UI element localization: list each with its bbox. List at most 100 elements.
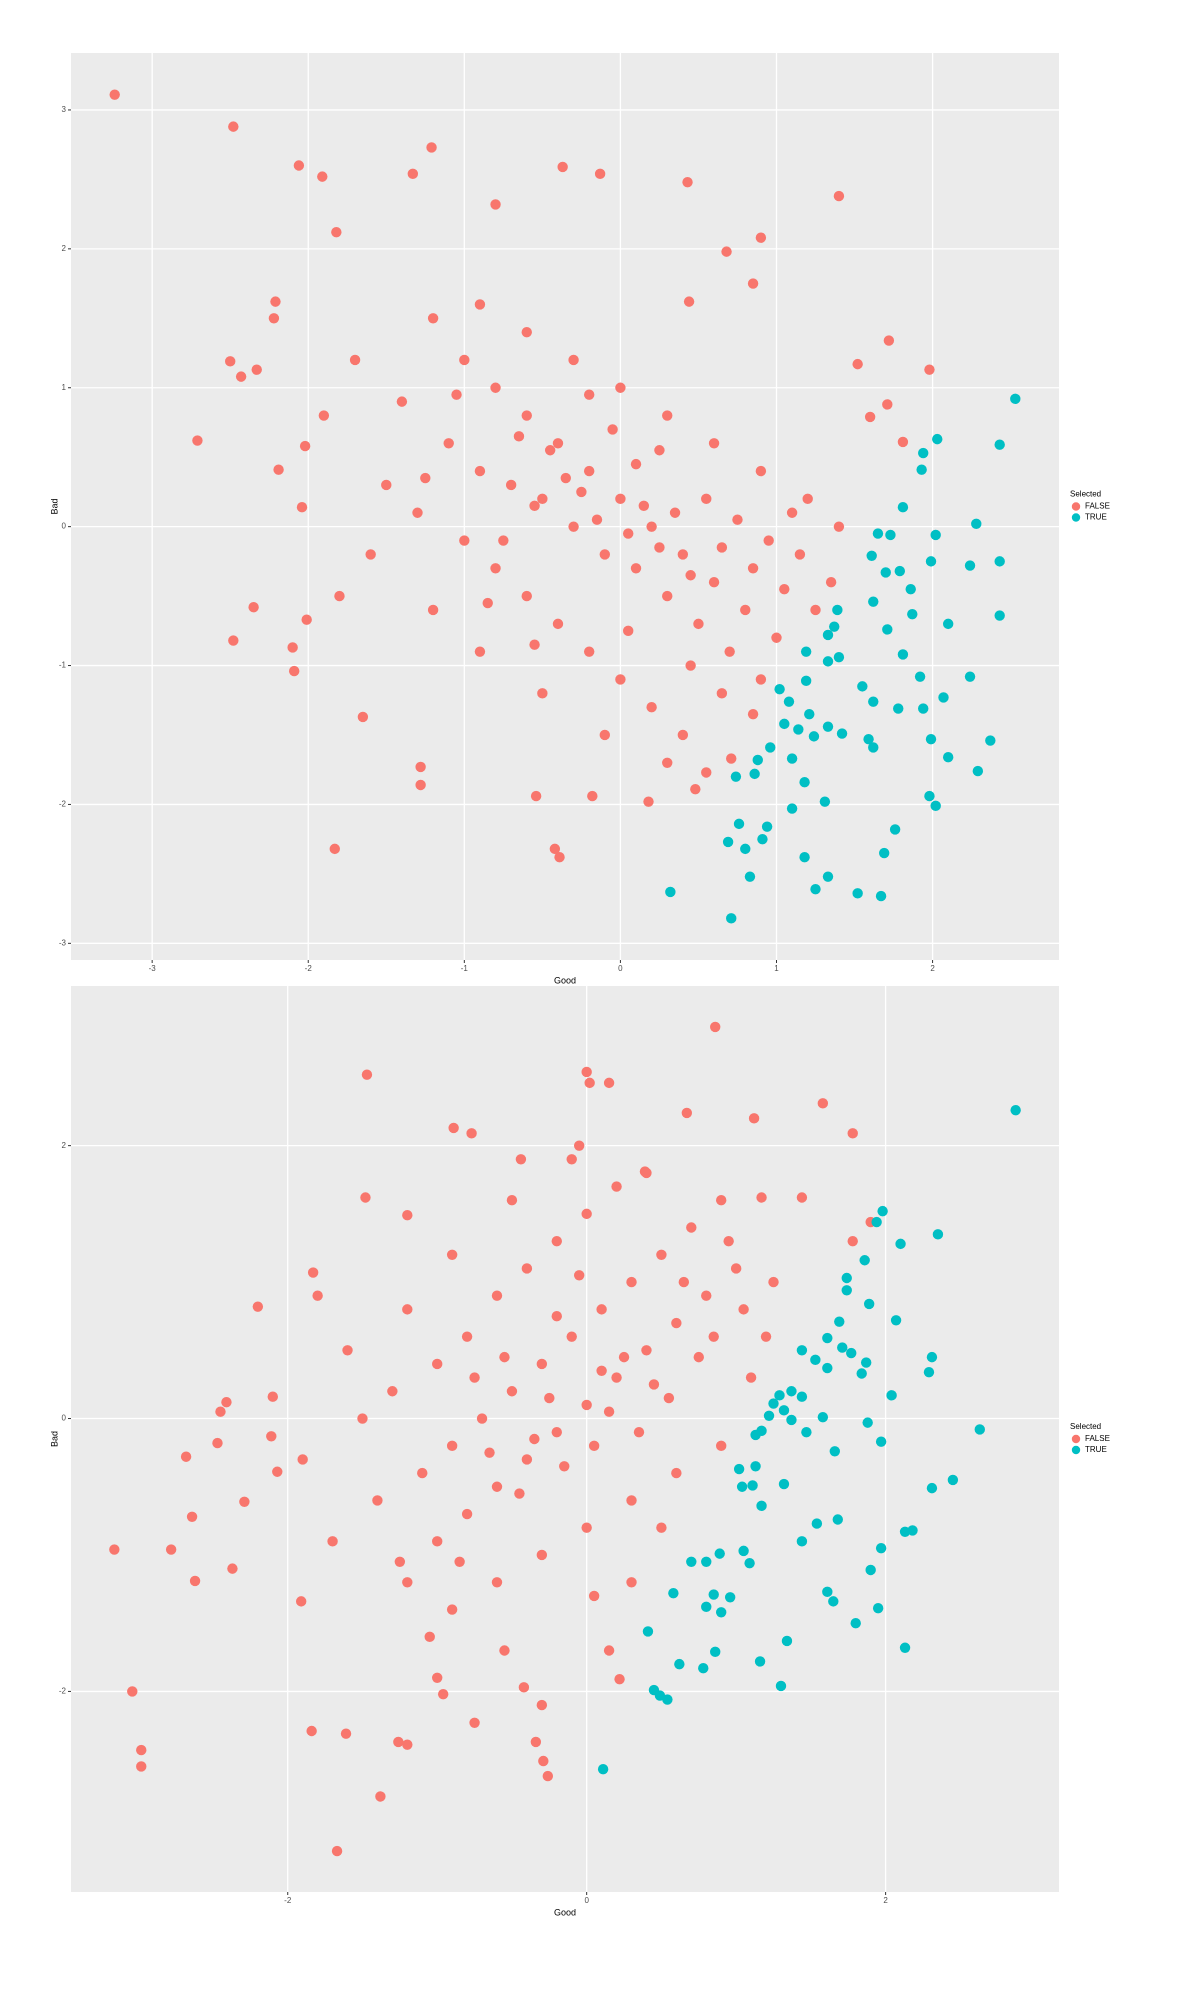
point [331, 1845, 343, 1857]
point [596, 1365, 607, 1376]
point [360, 1192, 371, 1203]
point [318, 410, 330, 421]
point [738, 1304, 749, 1315]
point [417, 1467, 428, 1479]
point [710, 1646, 721, 1658]
point [733, 818, 745, 830]
point [611, 1372, 622, 1383]
point [109, 1544, 120, 1555]
point [930, 529, 941, 541]
point [755, 674, 767, 685]
y-tick-label: 2 [62, 244, 67, 253]
point [914, 671, 926, 682]
point [811, 1518, 823, 1529]
point [432, 1672, 443, 1683]
point [654, 542, 665, 553]
point [686, 1222, 697, 1233]
point [357, 711, 369, 723]
point [552, 618, 564, 630]
point [736, 1481, 748, 1492]
point [801, 1426, 812, 1438]
point [656, 1249, 667, 1260]
point [581, 1522, 592, 1533]
point [630, 563, 642, 574]
point [402, 1304, 413, 1315]
point [942, 752, 954, 763]
x-tick-label: -1 [461, 964, 469, 973]
y-tick-label: -2 [59, 800, 67, 809]
point [446, 1604, 458, 1615]
point [768, 1276, 779, 1288]
point [552, 438, 564, 449]
point [841, 1285, 852, 1296]
point [296, 501, 308, 513]
point [852, 888, 863, 899]
point [716, 688, 728, 699]
point [551, 1426, 562, 1438]
point [581, 1208, 592, 1220]
point [715, 1607, 727, 1618]
point [738, 1545, 749, 1557]
point [186, 1511, 198, 1522]
point [459, 354, 470, 366]
point [825, 576, 837, 588]
point [726, 753, 737, 764]
point [750, 1461, 761, 1472]
point [603, 1077, 615, 1089]
point [822, 629, 834, 641]
point [251, 364, 262, 375]
point [883, 335, 895, 346]
point [568, 521, 579, 532]
point [490, 563, 501, 574]
point [626, 1495, 637, 1506]
point [349, 354, 361, 366]
point [266, 1431, 277, 1442]
point [726, 913, 737, 924]
point [235, 371, 247, 382]
point [476, 1413, 488, 1424]
point [710, 1021, 721, 1033]
point [701, 1556, 712, 1568]
point [868, 596, 879, 607]
point [693, 618, 704, 630]
point [513, 431, 525, 442]
point [924, 790, 935, 802]
point [372, 1495, 383, 1506]
point [786, 753, 798, 764]
point [394, 1556, 406, 1568]
point [868, 696, 879, 707]
point [599, 729, 611, 741]
point [745, 1372, 757, 1383]
point [740, 604, 751, 616]
point [755, 232, 767, 243]
point [482, 597, 493, 609]
point [875, 1542, 887, 1554]
point [685, 660, 696, 671]
point [926, 1482, 938, 1494]
point [668, 1587, 679, 1599]
point [817, 1098, 829, 1109]
point [974, 1424, 985, 1435]
point [521, 590, 532, 602]
point [490, 199, 501, 210]
point [781, 1635, 793, 1647]
legend-swatch [1071, 502, 1081, 511]
point [427, 313, 439, 324]
point [875, 1436, 887, 1447]
point [730, 1263, 742, 1274]
point [566, 1331, 577, 1342]
point [754, 1656, 766, 1667]
point [583, 389, 595, 400]
point [529, 1433, 540, 1445]
point [786, 1386, 797, 1397]
point [484, 1447, 495, 1458]
point [677, 549, 689, 560]
plot: -2 0 2 -2 0 2 Good Bad Selected FALSE TRUE [49, 986, 1110, 1917]
point [221, 1396, 232, 1408]
point [890, 1315, 902, 1326]
point [656, 1522, 667, 1533]
point [136, 1761, 147, 1772]
point [926, 1351, 938, 1363]
point [930, 800, 941, 812]
